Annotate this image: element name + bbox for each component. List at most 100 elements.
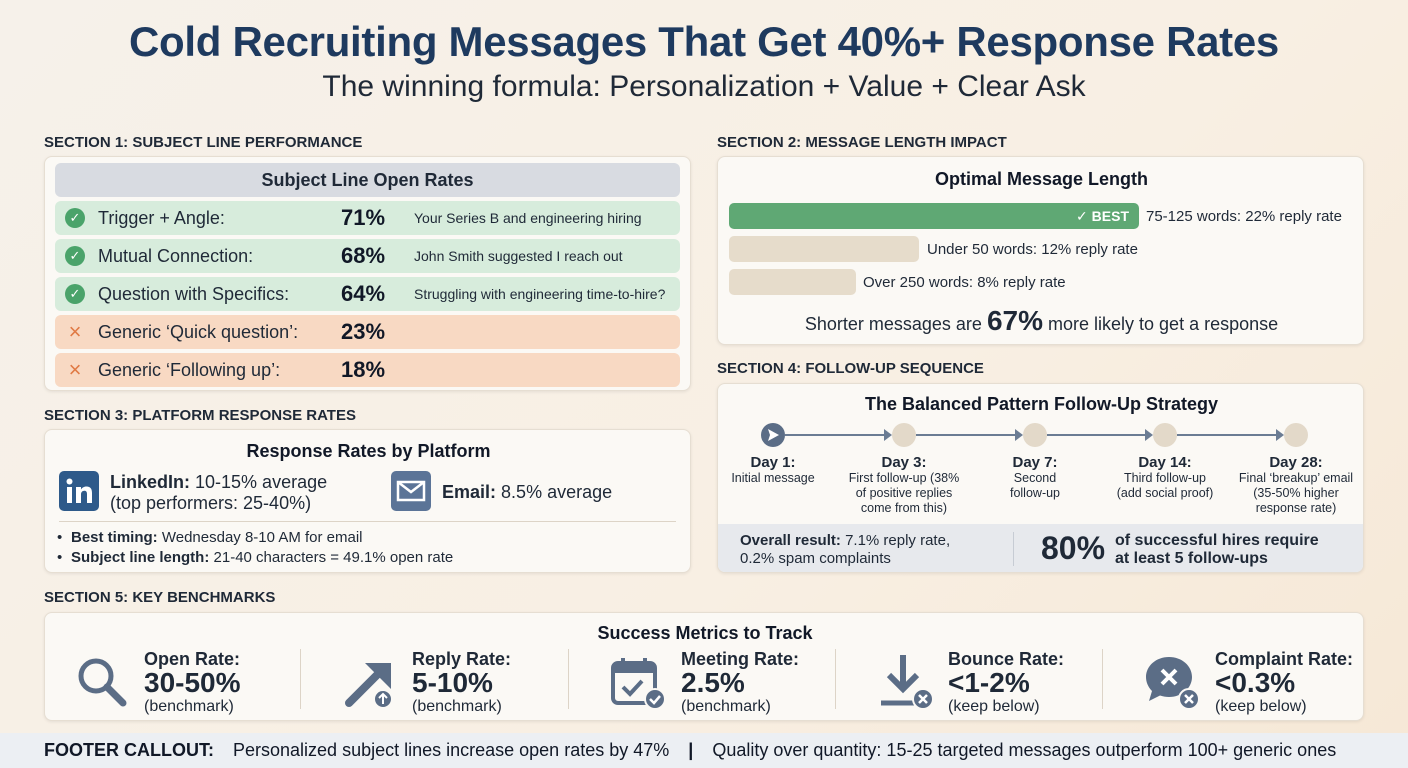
summary-post: more likely to get a response [1048,314,1279,334]
section3-label: SECTION 3: PLATFORM RESPONSE RATES [44,407,356,424]
subject-line-row: ✓ Question with Specifics: 64% Struggling w… [55,277,680,311]
timeline-connector [1177,434,1276,436]
linkedin-rate: 10-15% average [195,472,328,492]
subject-line-title: Subject Line Open Rates [55,163,680,197]
magnifier-icon [73,653,129,714]
overall-line2: 0.2% spam complaints [740,550,891,567]
metric-separator [568,649,569,709]
length-bar-best: ✓ BEST [729,203,1139,229]
timeline-desc: First follow-up (38% of positive replies… [848,471,960,515]
timeline-dot [1284,423,1308,447]
timeline-desc: Initial message [731,471,815,485]
timeline-day: Day 14: [1138,454,1192,471]
footer-callout: FOOTER CALLOUT: Personalized subject lin… [0,733,1408,768]
summary-big: 67% [986,305,1043,336]
row-label: Mutual Connection: [98,245,254,266]
download-x-icon [877,653,935,716]
timeline-desc: Second follow-up [1009,471,1061,500]
benchmarks-title: Success Metrics to Track [597,623,813,643]
metric-note: (benchmark) [144,698,234,715]
page-subtitle: The winning formula: Personalization + V… [322,70,1086,103]
linkedin-text: LinkedIn: 10-15% average (top performers… [110,472,327,514]
metric-label: Complaint Rate: [1215,649,1354,669]
arrow-up-icon [341,653,399,716]
platform-divider [59,521,676,522]
length-text-best: 75-125 words: 22% reply rate [1146,208,1342,225]
bullet-subject: Subject line length: 21-40 characters = … [57,549,454,566]
platform-card: Response Rates by Platform LinkedIn: 10-… [44,429,691,573]
platform-title: Response Rates by Platform [246,441,491,461]
metric-label: Open Rate: [144,649,241,669]
footer-separator [1013,532,1014,566]
metric-label: Bounce Rate: [948,649,1065,669]
subject-line-row: × Generic ‘Following up’: 18% [55,353,680,387]
email-name: Email: [442,482,497,502]
timeline-dot [892,423,916,447]
followup-footer: Overall result: 7.1% reply rate, 0.2% sp… [718,524,1363,572]
bullet-timing-value: Wednesday 8-10 AM for email [161,529,363,546]
big-stat-text: of successful hires require at least 5 f… [1115,532,1319,568]
best-tag: ✓ BEST [1076,208,1129,224]
chat-x-icon [1143,653,1201,716]
metric-value: <0.3% [1215,667,1296,698]
followup-title: The Balanced Pattern Follow-Up Strategy [864,394,1219,414]
timeline-connector [916,434,1015,436]
subject-line-row: × Generic ‘Quick question’: 23% [55,315,680,349]
footer-right: Quality over quantity: 15-25 targeted me… [712,740,1337,760]
metric-label: Reply Rate: [412,649,512,669]
linkedin-name: LinkedIn: [110,472,190,492]
page-title: Cold Recruiting Messages That Get 40%+ R… [129,18,1279,65]
message-length-title: Optimal Message Length [934,169,1149,189]
timeline-day: Day 7: [1012,454,1058,471]
calendar-check-icon [609,653,667,716]
row-percent: 23% [341,319,386,344]
footer-label: FOOTER CALLOUT: [44,740,214,760]
linkedin-icon [59,471,99,511]
row-label: Generic ‘Quick question’: [98,321,299,342]
timeline-dot [1023,423,1047,447]
row-label: Trigger + Angle: [98,207,225,228]
overall-key: Overall result: [740,532,841,549]
bullet-timing-key: Best timing: [71,529,158,546]
timeline-arrow-icon [884,429,892,441]
bullet-subject-value: 21-40 characters = 49.1% open rate [213,549,454,566]
followup-card: The Balanced Pattern Follow-Up Strategy … [717,383,1364,573]
row-percent: 18% [341,357,386,382]
timeline-day: Day 28: [1269,454,1323,471]
section5-label: SECTION 5: KEY BENCHMARKS [44,589,276,606]
metric-separator [1102,649,1103,709]
subject-line-row: ✓ Trigger + Angle: 71% Your Series B and en… [55,201,680,235]
metric-note: (benchmark) [412,698,502,715]
linkedin-top: (top performers: 25-40%) [110,493,312,513]
check-circle-icon: ✓ [65,284,85,304]
metric-separator [300,649,301,709]
metric-value: 5-10% [412,667,493,698]
row-percent: 68% [341,243,386,268]
metric-separator [835,649,836,709]
section2-label: SECTION 2: MESSAGE LENGTH IMPACT [717,134,1007,151]
metric-note: (benchmark) [681,698,771,715]
timeline-connector [1047,434,1145,436]
length-bar-short [729,236,919,262]
length-summary: Shorter messages are 67% more likely to … [718,305,1365,337]
overall-result: Overall result: 7.1% reply rate, 0.2% sp… [740,532,950,568]
timeline-desc: Third follow-up (add social proof) [1116,471,1214,500]
check-circle-icon: ✓ [65,208,85,228]
subject-line-card: Subject Line Open Rates ✓ Trigger + Angle… [44,156,691,391]
metric-label: Meeting Rate: [681,649,800,669]
metric-note: (keep below) [1215,698,1307,715]
timeline-connector [785,434,884,436]
row-example: Struggling with engineering time-to-hire… [414,286,666,302]
length-text-long: Over 250 words: 8% reply rate [863,274,1066,291]
bullet-subject-key: Subject line length: [71,549,210,566]
timeline-arrow-icon [1276,429,1284,441]
footer-left: Personalized subject lines increase open… [233,740,670,760]
length-text-short: Under 50 words: 12% reply rate [927,241,1138,258]
timeline-dot [1153,423,1177,447]
bullet-timing: Best timing: Wednesday 8-10 AM for email [57,529,363,546]
summary-pre: Shorter messages are [804,314,982,334]
timeline-arrow-icon [1015,429,1023,441]
timeline-desc: Final ‘breakup’ email (35-50% higher res… [1238,471,1354,515]
message-length-card: Optimal Message Length ✓ BEST 75-125 wor… [717,156,1364,345]
overall-line1: 7.1% reply rate, [845,532,951,549]
